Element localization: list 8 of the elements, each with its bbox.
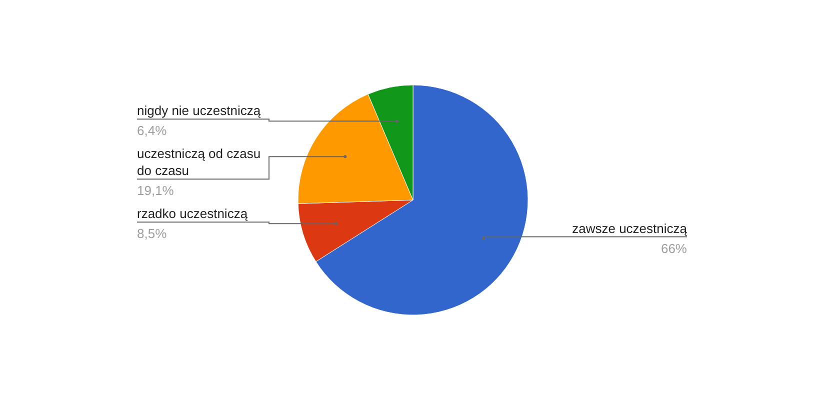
slice-label: uczestniczą od czasu do czasu [137, 146, 261, 178]
slice-label: nigdy nie uczestniczą [137, 103, 262, 118]
data-label: 66% [660, 240, 688, 256]
slice-label: zawsze uczestniczą [572, 220, 688, 236]
data-label: 19,1% [137, 183, 174, 198]
data-label: 8,5% [137, 226, 168, 242]
slice-label: rzadko uczestniczą [137, 206, 248, 222]
data-label: 6,4% [137, 123, 168, 138]
